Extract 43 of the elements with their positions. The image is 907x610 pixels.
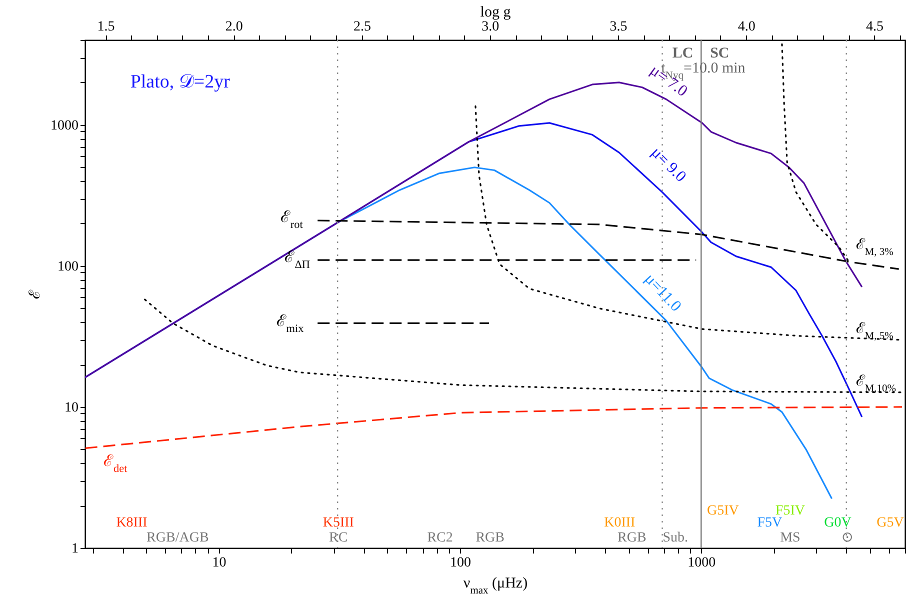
x-tick-label: 100 (450, 556, 471, 570)
annotation: G5IV (707, 503, 739, 518)
annotation: ℰ$_{ΔΠ}$ (284, 248, 310, 271)
annotation: RGB (476, 530, 504, 546)
x2-tick-label: 3.0 (482, 20, 500, 34)
x2-axis-title: log g (480, 4, 512, 20)
y-axis-title: ℰ (28, 289, 44, 299)
annotation: Plato, 𝒟=2yr (130, 72, 231, 93)
x2-tick-label: 1.5 (97, 20, 115, 34)
annotation: K5III (322, 516, 354, 531)
y-tick-label: 100 (58, 259, 78, 274)
x-tick-label: 10 (212, 556, 226, 570)
annotation: ℰ$_{mix}$ (276, 312, 304, 335)
annotation: K8III (116, 516, 148, 531)
annotation: F5V (757, 516, 782, 531)
annotation: G5V (876, 516, 904, 531)
x2-tick-label: 2.0 (225, 20, 243, 34)
y-tick-label: 10 (64, 400, 78, 416)
annotation: ⊙ (842, 530, 854, 546)
x2-tick-label: 2.5 (354, 20, 371, 34)
annotation: RC (329, 530, 348, 546)
annotation: ℰ$_{M, 3%}$ (856, 237, 894, 258)
annotation: μ= 9.0 (648, 144, 690, 186)
annotation: K0III (604, 516, 636, 531)
annotation: F5IV (775, 503, 805, 518)
x2-tick-label: 4.0 (738, 20, 756, 34)
x-axis-title: ν$_{max}$ (μHz) (463, 576, 528, 596)
annotation: RGB (618, 530, 646, 546)
annotation: ℰ$_{det}$ (104, 453, 128, 476)
annotation: Sub. (662, 530, 688, 546)
annotation: RGB/AGB (146, 530, 209, 546)
y-tick-label: 1 (72, 542, 78, 556)
y-tick-label: 1000 (50, 118, 78, 134)
annotation: ℰ$_{rot}$ (280, 208, 304, 231)
annotation: MS (780, 530, 800, 546)
x2-tick-label: 3.5 (610, 20, 628, 34)
annotation: ℰ$_{M,10%}$ (856, 373, 896, 394)
x-tick-label: 1000 (688, 556, 716, 570)
x2-tick-label: 4.5 (866, 20, 884, 34)
annotation: SC (710, 46, 730, 62)
annotation: RC2 (427, 530, 453, 546)
annotation: G0V (824, 516, 852, 531)
annotation: LC (672, 46, 694, 62)
